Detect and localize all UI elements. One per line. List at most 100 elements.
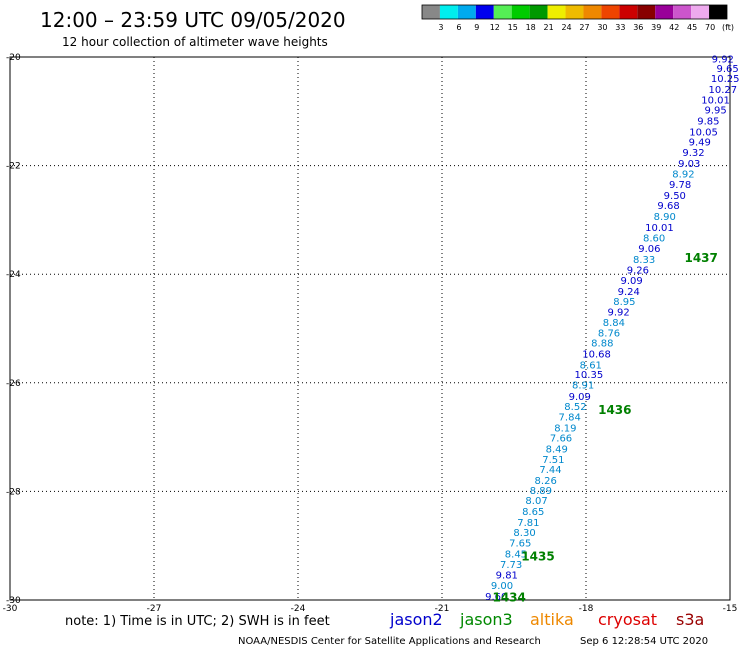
- pass-labels: 1437 1436 1435 1434: [492, 251, 717, 604]
- wave-height-value: 8.90: [654, 212, 676, 223]
- satellite-legend-s3a: s3a: [676, 610, 704, 629]
- scale-label: 24: [561, 23, 571, 32]
- satellite-legend-altika: altika: [530, 610, 574, 629]
- wave-height-value: 9.32: [682, 148, 704, 159]
- scale-label: 12: [490, 23, 500, 32]
- wave-height-value: 8.26: [535, 476, 557, 487]
- scale-swatch: [655, 5, 674, 19]
- scale-swatch: [583, 5, 602, 19]
- wave-height-value: 10.27: [708, 85, 737, 96]
- wave-height-value: 9.50: [664, 191, 686, 202]
- scale-label: 70: [705, 23, 715, 32]
- scale-swatch: [422, 5, 440, 19]
- chart-subtitle: 12 hour collection of altimeter wave hei…: [62, 35, 328, 49]
- y-tick-label: -24: [6, 270, 21, 280]
- y-tick-label: -20: [6, 53, 21, 63]
- wave-height-value: 8.19: [554, 423, 576, 434]
- scale-label: 30: [597, 23, 607, 32]
- scale-label: 45: [687, 23, 697, 32]
- scale-swatch: [565, 5, 584, 19]
- satellite-legend-cryosat: cryosat: [598, 610, 657, 629]
- wave-height-value: 8.61: [580, 360, 602, 371]
- data-points: 9.929.6510.2510.2710.019.959.8510.059.49…: [485, 55, 739, 604]
- scale-swatch: [619, 5, 638, 19]
- wave-height-value: 9.92: [712, 55, 734, 66]
- scale-swatch: [601, 5, 620, 19]
- grid: [10, 57, 730, 600]
- y-tick-label: -26: [6, 379, 21, 389]
- wave-height-value: 7.66: [550, 434, 572, 445]
- wave-height-value: 10.68: [582, 349, 611, 360]
- scale-label: 27: [579, 23, 589, 32]
- scale-label: 6: [456, 23, 461, 32]
- x-tick-label: -15: [723, 604, 738, 614]
- wave-height-value: 9.03: [678, 159, 700, 170]
- axis-ticks: -30 -27 -24 -21 -18 -15 -20 -22 -24 -26 -28 -30: [3, 53, 738, 614]
- wave-height-value: 8.45: [505, 549, 527, 560]
- credit-line: NOAA/NESDIS Center for Satellite Applica…: [238, 636, 541, 647]
- wave-height-value: 9.60: [485, 592, 507, 603]
- scale-swatch: [691, 5, 710, 19]
- x-tick-label: -21: [435, 604, 450, 614]
- wave-height-value: 7.51: [542, 455, 564, 466]
- wave-height-value: 9.49: [689, 138, 711, 149]
- wave-height-value: 10.35: [575, 370, 604, 381]
- scale-label: 42: [669, 23, 679, 32]
- scale-label: 15: [508, 23, 518, 32]
- wave-height-value: 9.92: [608, 308, 630, 319]
- wave-height-value: 8.95: [613, 297, 635, 308]
- y-tick-label: -22: [6, 162, 21, 172]
- x-tick-label: -27: [147, 604, 162, 614]
- wave-height-value: 10.05: [689, 127, 718, 138]
- scale-swatch: [457, 5, 476, 19]
- color-scale-legend: 3 6 9 12 15 18 21 24 27 30 33 36 39 42 45 70 (ft): [421, 4, 734, 32]
- scale-swatch: [511, 5, 530, 19]
- wave-height-value: 9.09: [569, 392, 591, 403]
- x-tick-label: -24: [291, 604, 306, 614]
- pass-number-label: 1435: [521, 550, 554, 564]
- scale-label: 9: [474, 23, 479, 32]
- scale-label: 33: [615, 23, 625, 32]
- satellite-legend-jason2: jason2: [389, 610, 443, 629]
- footnote: note: 1) Time is in UTC; 2) SWH is in fe…: [65, 614, 330, 629]
- wave-height-value: 8.89: [530, 486, 552, 497]
- scale-frame: [421, 4, 728, 20]
- wave-height-value: 8.49: [546, 445, 568, 456]
- y-tick-label: -28: [6, 487, 21, 497]
- pass-number-label: 1436: [598, 403, 631, 417]
- wave-height-value: 9.00: [491, 581, 513, 592]
- wave-height-value: 8.88: [591, 339, 613, 350]
- pass-number-label: 1437: [684, 251, 717, 265]
- wave-height-value: 8.30: [513, 528, 535, 539]
- scale-swatch: [673, 5, 692, 19]
- scale-swatch: [547, 5, 566, 19]
- scale-label: 18: [526, 23, 536, 32]
- wave-height-value: 9.81: [496, 570, 518, 581]
- wave-height-value: 9.09: [620, 276, 642, 287]
- scale-label: 21: [544, 23, 554, 32]
- chart-title: 12:00 – 23:59 UTC 09/05/2020: [40, 8, 346, 32]
- wave-height-value: 8.84: [603, 318, 625, 329]
- scale-swatch: [439, 5, 458, 19]
- wave-height-value: 8.65: [522, 507, 544, 518]
- wave-height-value: 9.85: [697, 117, 719, 128]
- wave-height-value: 9.95: [704, 106, 726, 117]
- scale-label: (ft): [722, 23, 734, 32]
- satellite-legend: jason2 jason3 altika cryosat s3a: [389, 610, 704, 629]
- scale-swatch: [475, 5, 494, 19]
- wave-height-value: 8.60: [643, 233, 665, 244]
- plot-area: -30 -27 -24 -21 -18 -15 -20 -22 -24 -26 -28 -30 9.9…: [3, 53, 740, 614]
- wave-height-value: 8.33: [633, 255, 655, 266]
- wave-height-value: 9.24: [618, 287, 640, 298]
- x-tick-label: -30: [3, 604, 18, 614]
- scale-label: 36: [633, 23, 643, 32]
- wave-height-value: 7.81: [517, 518, 539, 529]
- wave-height-value: 7.65: [509, 538, 531, 549]
- scale-swatch: [709, 5, 727, 19]
- wave-height-value: 9.78: [669, 180, 691, 191]
- wave-height-value: 8.07: [525, 496, 547, 507]
- wave-height-value: 9.65: [716, 64, 738, 75]
- wave-height-value: 8.52: [564, 402, 586, 413]
- scale-label: 39: [651, 23, 661, 32]
